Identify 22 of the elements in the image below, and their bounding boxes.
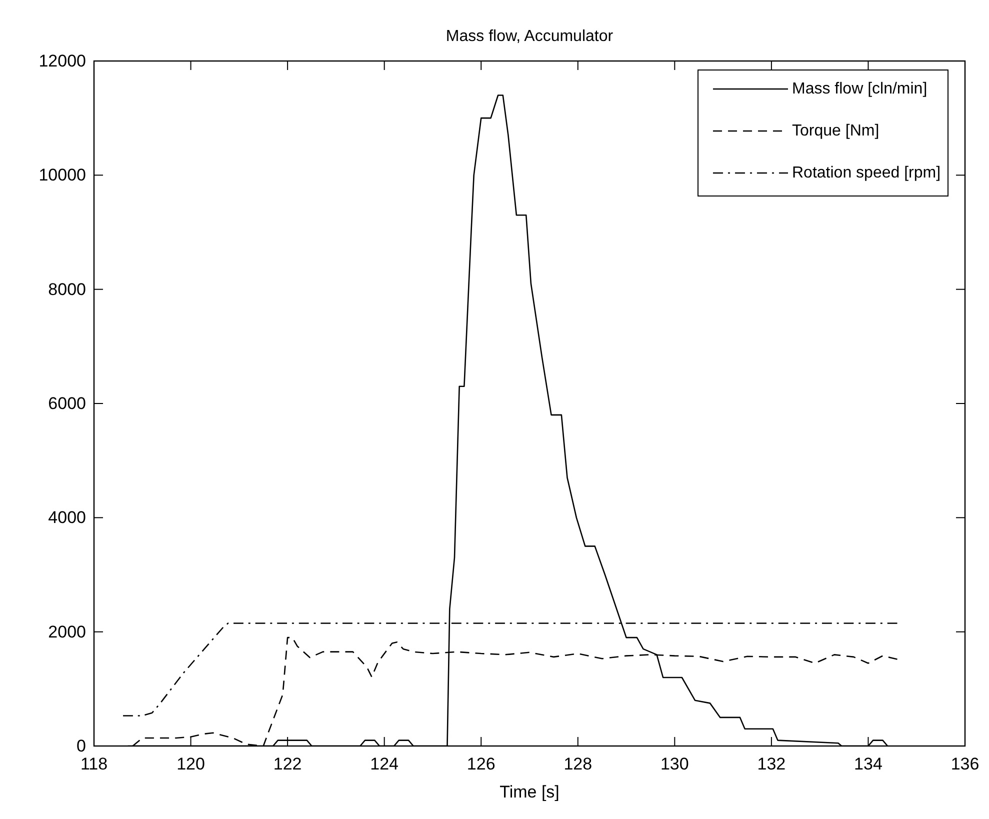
x-tick-label: 134 <box>854 754 882 774</box>
y-tick-label: 8000 <box>48 280 86 299</box>
x-tick-label: 122 <box>273 754 302 774</box>
x-tick-label: 126 <box>466 754 496 774</box>
y-tick-label: 2000 <box>48 622 86 642</box>
y-tick-label: 10000 <box>38 166 86 185</box>
y-tick-label: 12000 <box>38 52 86 70</box>
x-tick-label: 136 <box>950 754 980 774</box>
x-tick-label: 118 <box>80 754 108 774</box>
x-tick-label: 132 <box>757 754 786 774</box>
y-tick-label: 4000 <box>48 508 86 528</box>
y-tick-label: 6000 <box>48 394 86 413</box>
x-axis-title: Time [s] <box>500 782 560 802</box>
legend-label: Mass flow [cln/min] <box>792 80 928 98</box>
chart-title: Mass flow, Accumulator <box>446 28 614 45</box>
y-tick-label: 0 <box>76 736 86 756</box>
x-tick-label: 128 <box>564 754 592 774</box>
x-tick-label: 130 <box>660 754 689 774</box>
x-tick-label: 120 <box>176 754 205 774</box>
x-tick-label: 124 <box>370 754 399 774</box>
legend-label: Rotation speed [rpm] <box>792 164 941 182</box>
legend-label: Torque [Nm] <box>792 122 880 140</box>
